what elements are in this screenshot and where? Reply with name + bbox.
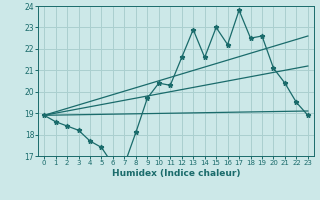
X-axis label: Humidex (Indice chaleur): Humidex (Indice chaleur) — [112, 169, 240, 178]
